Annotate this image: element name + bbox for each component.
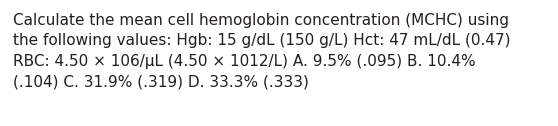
Text: Calculate the mean cell hemoglobin concentration (MCHC) using
the following valu: Calculate the mean cell hemoglobin conce…	[13, 13, 511, 89]
